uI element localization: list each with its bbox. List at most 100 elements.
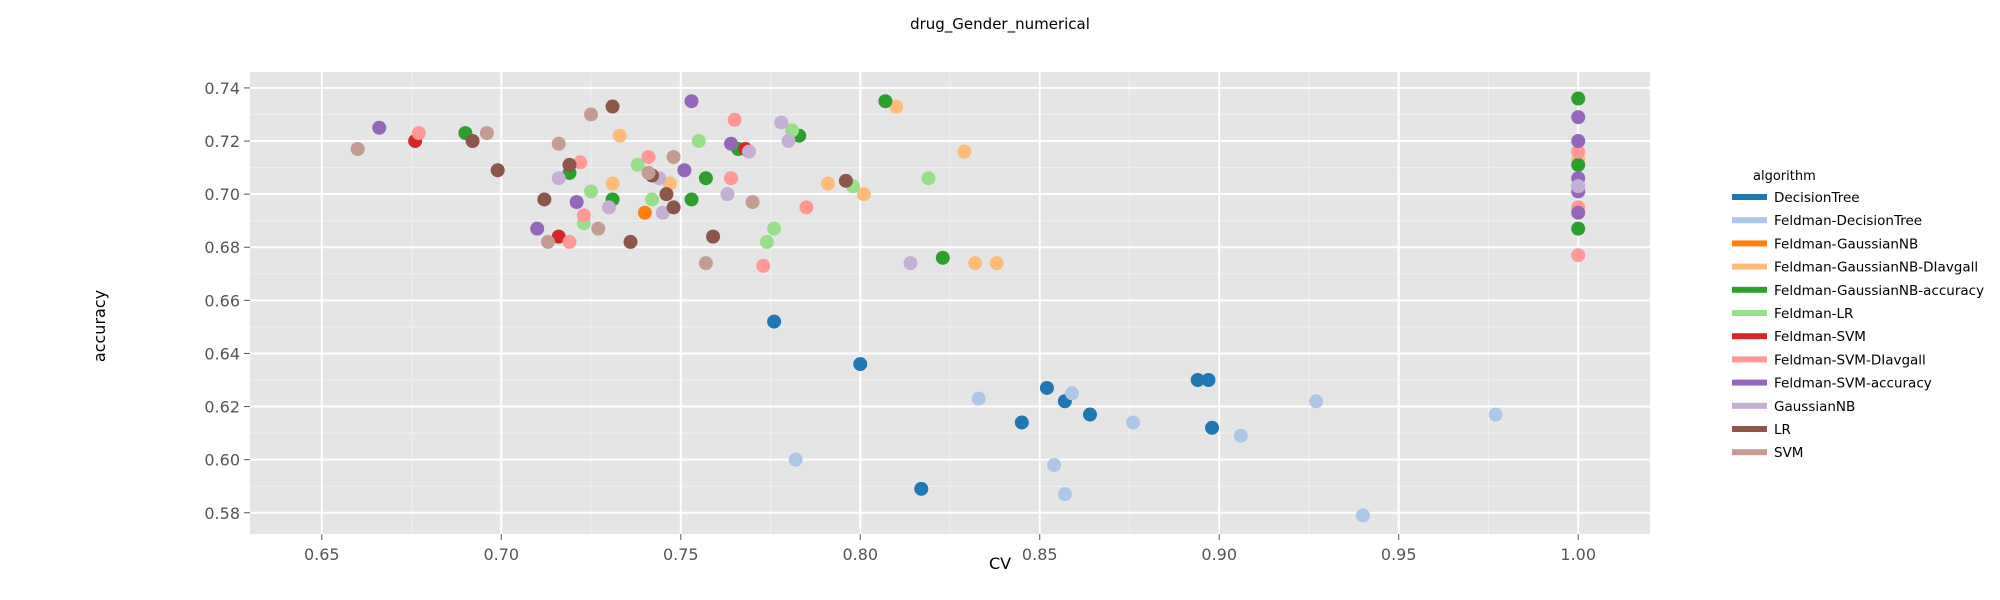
point-feldman-svm-accuracy: [677, 163, 692, 178]
grid: [250, 72, 1650, 534]
point-feldman-gaussiannb-accuracy: [878, 94, 893, 109]
legend-label: GaussianNB: [1774, 399, 1855, 415]
point-decisiontree: [1014, 415, 1029, 430]
point-feldman-decisiontree: [1057, 487, 1072, 502]
point-feldman-lr: [630, 157, 645, 172]
legend-swatch: [1732, 379, 1767, 386]
point-feldman-lr: [921, 171, 936, 186]
y-tick-label: 0.74: [204, 79, 240, 98]
point-feldman-svm-diavgall: [1571, 144, 1586, 159]
point-svm: [641, 165, 656, 180]
point-feldman-lr: [785, 123, 800, 138]
point-feldman-gaussiannb-diavgall: [820, 176, 835, 191]
point-feldman-gaussiannb-accuracy: [1571, 157, 1586, 172]
point-gaussiannb: [601, 200, 616, 215]
point-feldman-gaussiannb-accuracy: [935, 250, 950, 265]
point-feldman-gaussiannb-diavgall: [957, 144, 972, 159]
point-lr: [838, 173, 853, 188]
point-feldman-lr: [584, 184, 599, 199]
point-gaussiannb: [781, 134, 796, 149]
y-tick-label: 0.64: [204, 344, 240, 363]
point-feldman-svm-diavgall: [756, 258, 771, 273]
point-lr: [605, 99, 620, 114]
point-gaussiannb: [774, 115, 789, 130]
point-feldman-gaussiannb-diavgall: [612, 128, 627, 143]
point-feldman-svm-accuracy: [1571, 134, 1586, 149]
point-gaussiannb: [903, 256, 918, 271]
point-lr: [659, 187, 674, 202]
point-feldman-gaussiannb-accuracy: [1571, 91, 1586, 106]
legend-swatch: [1732, 217, 1767, 224]
point-feldman-gaussiannb-diavgall: [663, 176, 677, 191]
point-feldman-svm-diavgall: [799, 200, 814, 215]
legend-label: Feldman-SVM: [1774, 329, 1866, 345]
point-decisiontree: [1205, 420, 1220, 435]
legend-label: Feldman-GaussianNB-DIavgall: [1774, 260, 1978, 276]
point-decisiontree: [1201, 373, 1216, 387]
y-tick-label: 0.58: [204, 504, 240, 523]
legend-swatch: [1732, 356, 1767, 363]
legend-swatch: [1732, 286, 1767, 293]
x-tick-label: 1.00: [1560, 545, 1596, 564]
point-decisiontree: [1039, 380, 1054, 395]
point-feldman-svm-diavgall: [411, 126, 426, 141]
y-tick-label: 0.72: [204, 132, 240, 151]
point-svm: [745, 195, 760, 210]
y-tick-label: 0.66: [204, 291, 240, 310]
point-feldman-gaussiannb: [637, 205, 652, 220]
x-tick-label: 0.65: [304, 545, 340, 564]
legend-swatch: [1732, 240, 1767, 247]
point-feldman-decisiontree: [1047, 457, 1062, 472]
point-lr: [562, 157, 577, 172]
point-gaussiannb: [720, 187, 735, 202]
legend: algorithm DecisionTree Feldman-DecisionTr…: [1732, 169, 1984, 461]
point-decisiontree: [853, 357, 868, 372]
point-feldman-decisiontree: [1309, 394, 1324, 409]
chart-title: drug_Gender_numerical: [910, 15, 1090, 34]
point-svm: [584, 107, 599, 122]
point-feldman-decisiontree: [971, 391, 986, 406]
x-tick-label: 0.95: [1381, 545, 1417, 564]
point-feldman-svm-accuracy: [724, 136, 739, 151]
point-feldman-svm-diavgall: [1571, 248, 1586, 263]
point-feldman-gaussiannb-diavgall: [968, 256, 983, 271]
point-feldman-svm-accuracy: [684, 94, 699, 109]
point-feldman-decisiontree: [1126, 415, 1141, 430]
x-tick-label: 0.80: [842, 545, 878, 564]
legend-label: SVM: [1774, 445, 1803, 461]
x-tick-label: 0.70: [483, 545, 519, 564]
legend-title: algorithm: [1753, 169, 1816, 184]
point-decisiontree: [914, 481, 929, 496]
legend-swatch: [1732, 402, 1767, 409]
legend-label: Feldman-LR: [1774, 306, 1853, 322]
point-lr: [490, 163, 505, 178]
point-gaussiannb: [1571, 179, 1586, 194]
legend-swatch: [1732, 263, 1767, 270]
point-gaussiannb: [551, 171, 566, 186]
point-feldman-svm-accuracy: [372, 120, 387, 135]
legend-label: Feldman-SVM-DIavgall: [1774, 352, 1926, 368]
point-lr: [537, 192, 552, 207]
x-tick-label: 0.85: [1022, 545, 1058, 564]
legend-swatch: [1732, 310, 1767, 316]
point-feldman-svm-diavgall: [641, 149, 656, 164]
point-feldman-svm-diavgall: [724, 171, 739, 186]
point-lr: [666, 200, 681, 215]
legend-swatch: [1732, 333, 1767, 340]
legend-label: Feldman-SVM-accuracy: [1774, 376, 1932, 392]
point-svm: [666, 149, 681, 164]
point-feldman-decisiontree: [1233, 428, 1248, 443]
legend-swatch: [1732, 194, 1767, 200]
point-feldman-svm-diavgall: [576, 208, 591, 223]
point-feldman-svm-accuracy: [1571, 110, 1586, 125]
legend-label: Feldman-GaussianNB-accuracy: [1774, 283, 1984, 299]
point-svm: [551, 136, 566, 151]
legend-label: Feldman-DecisionTree: [1774, 213, 1922, 229]
point-feldman-decisiontree: [1355, 508, 1370, 523]
point-feldman-svm-diavgall: [562, 234, 577, 249]
x-axis-label: CV: [989, 554, 1011, 573]
legend-label: Feldman-GaussianNB: [1774, 236, 1918, 252]
point-feldman-svm-accuracy: [1571, 205, 1586, 220]
point-svm: [591, 221, 606, 236]
